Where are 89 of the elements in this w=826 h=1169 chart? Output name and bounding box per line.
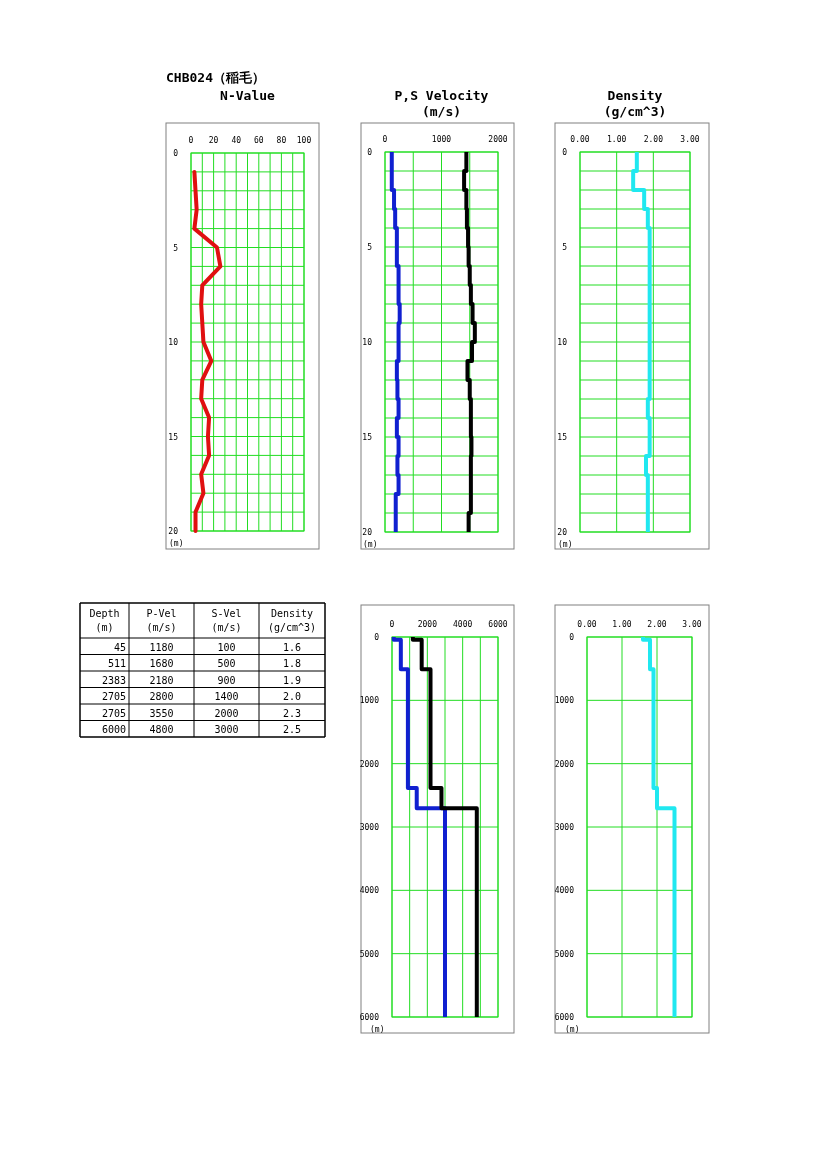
y-tick-label: 1000 xyxy=(554,696,575,706)
text: 3550 xyxy=(149,707,174,719)
y-tick-label: 3000 xyxy=(554,823,575,832)
y-tick-label: 4000 xyxy=(359,886,380,896)
text: 2.5 xyxy=(282,724,302,735)
text: 500 xyxy=(217,658,236,669)
chart-subtitle: (g/cm^3) xyxy=(603,104,667,119)
x-tick-label: 100 xyxy=(296,136,312,145)
text: 6000 xyxy=(101,724,126,735)
y-tick-label: 6000 xyxy=(359,1013,380,1022)
y-axis-title: (m) xyxy=(565,1025,580,1034)
x-tick-label: 60 xyxy=(253,136,264,145)
y-tick-label: 3000 xyxy=(359,823,380,832)
text: 2.3 xyxy=(282,707,302,719)
y-tick-label: 0 xyxy=(173,149,179,158)
x-tick-label: 0.00 xyxy=(577,620,597,629)
text: 4800 xyxy=(149,724,174,735)
y-tick-label: 15 xyxy=(168,432,179,442)
text: 100 xyxy=(217,641,236,653)
y-tick-label: 15 xyxy=(362,433,373,442)
x-tick-label: 0 xyxy=(188,136,194,145)
y-tick-label: 0 xyxy=(367,148,373,157)
x-tick-label: 3.00 xyxy=(680,135,700,144)
y-tick-label: 0 xyxy=(374,633,380,642)
x-tick-label: 6000 xyxy=(488,620,508,629)
text: 2383 xyxy=(101,674,126,686)
text: 3000 xyxy=(214,724,239,735)
text: 1680 xyxy=(149,658,174,669)
x-tick-label: 3.00 xyxy=(682,620,702,629)
text: 2705 xyxy=(101,707,126,719)
y-tick-label: 20 xyxy=(362,528,373,537)
y-tick-label: 5000 xyxy=(359,949,380,959)
y-tick-label: 15 xyxy=(557,433,568,442)
y-tick-label: 2000 xyxy=(554,759,575,769)
text: 45 xyxy=(113,641,126,653)
text: 2800 xyxy=(149,691,174,702)
y-tick-label: 4000 xyxy=(554,886,575,896)
y-tick-label: 5000 xyxy=(554,949,575,959)
category-label: P-Vel (m/s) xyxy=(146,608,177,633)
text: 1400 xyxy=(214,691,239,702)
y-axis-title: (m) xyxy=(370,1025,385,1034)
x-tick-label: 1.00 xyxy=(607,135,627,144)
x-tick-label: 1.00 xyxy=(612,620,632,629)
category-label: S-Vel (m/s) xyxy=(211,608,242,633)
x-tick-label: 4000 xyxy=(453,620,473,629)
text: 1.8 xyxy=(282,658,302,669)
y-axis-title: (m) xyxy=(558,540,573,549)
y-tick-label: 10 xyxy=(362,338,373,347)
y-tick-label: 5 xyxy=(367,243,373,252)
y-tick-label: 0 xyxy=(569,633,575,642)
y-tick-label: 20 xyxy=(557,528,568,537)
y-axis-title: (m) xyxy=(169,539,184,548)
y-axis-title: (m) xyxy=(363,540,378,549)
text: 2705 xyxy=(101,691,126,702)
x-tick-label: 2.00 xyxy=(643,135,664,144)
text: 2.0 xyxy=(282,691,302,702)
y-tick-label: 6000 xyxy=(554,1013,575,1022)
y-tick-label: 1000 xyxy=(359,696,380,706)
y-tick-label: 10 xyxy=(168,338,179,347)
y-tick-label: 20 xyxy=(168,527,179,536)
category-label: Density (g/cm^3) xyxy=(267,608,317,633)
text: 1.9 xyxy=(282,674,302,686)
x-tick-label: 80 xyxy=(276,136,287,145)
x-tick-label: 0.00 xyxy=(570,135,590,144)
text: 2000 xyxy=(214,707,239,719)
x-tick-label: 2.00 xyxy=(647,620,667,629)
y-tick-label: 5 xyxy=(173,243,179,253)
text: 1180 xyxy=(149,641,174,653)
text: 1.6 xyxy=(282,641,302,653)
text: 2180 xyxy=(149,674,174,686)
category-label: Depth (m) xyxy=(89,608,120,633)
x-tick-label: 0 xyxy=(389,620,395,629)
chart-title: CHB024（稲毛） xyxy=(166,70,265,85)
chart-subtitle: N-Value xyxy=(220,88,276,103)
x-tick-label: 2000 xyxy=(417,620,438,629)
x-tick-label: 0 xyxy=(382,135,388,144)
chart-subtitle: (m/s) xyxy=(421,104,462,119)
chart-title: P,S Velocity xyxy=(394,88,489,103)
y-tick-label: 0 xyxy=(562,148,568,157)
text: 900 xyxy=(217,674,236,686)
x-tick-label: 20 xyxy=(208,136,219,145)
y-tick-label: 5 xyxy=(562,243,568,252)
chart-title: Density xyxy=(607,88,663,103)
y-tick-label: 2000 xyxy=(359,759,380,769)
x-tick-label: 40 xyxy=(231,136,242,145)
x-tick-label: 2000 xyxy=(488,135,508,144)
y-tick-label: 10 xyxy=(557,338,568,347)
text: 511 xyxy=(107,658,126,669)
x-tick-label: 1000 xyxy=(431,135,452,144)
